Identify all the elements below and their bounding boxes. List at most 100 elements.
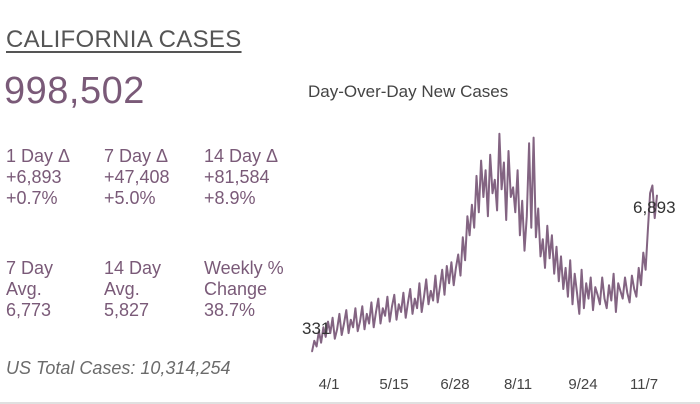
data-point [357, 330, 359, 332]
data-point [489, 154, 491, 156]
end-labels: 331 6,893 [302, 198, 676, 338]
data-point [425, 278, 427, 280]
data-point [311, 351, 313, 353]
data-point [485, 169, 487, 171]
data-point [361, 305, 363, 307]
data-point [535, 236, 537, 238]
data-point [398, 303, 400, 305]
data-point [363, 328, 366, 330]
data-point [528, 142, 530, 144]
stat-label-line2: Avg. [6, 279, 42, 299]
data-point [517, 169, 519, 171]
stat-label: 7 Day Δ [104, 146, 169, 166]
data-point [638, 267, 640, 269]
data-point [553, 273, 555, 275]
data-point [542, 238, 544, 240]
data-point [375, 311, 377, 313]
data-point [571, 303, 574, 305]
data-point [594, 286, 596, 288]
data-point [409, 288, 411, 290]
data-point [434, 275, 436, 277]
data-point [329, 332, 331, 334]
data-point [645, 269, 647, 271]
data-point [359, 321, 361, 323]
stat-seven-day-average: 7 Day Avg. 6,773 [6, 258, 53, 321]
data-point [352, 326, 354, 328]
data-point [466, 215, 468, 217]
x-tick-label: 4/1 [319, 376, 340, 393]
data-point [482, 196, 484, 198]
data-point [368, 322, 370, 325]
stat-label-line1: 7 Day [6, 258, 54, 278]
data-point [343, 322, 345, 325]
data-point [599, 303, 601, 305]
data-point [631, 275, 633, 277]
data-point [622, 298, 624, 300]
data-point [521, 200, 523, 202]
data-point [437, 301, 439, 303]
x-tick-label: 6/28 [440, 376, 469, 393]
stat-absolute-value: +6,893 [6, 167, 62, 187]
data-point [462, 236, 464, 238]
stat-percent-value: +5.0% [104, 188, 156, 208]
data-point [558, 280, 560, 282]
data-point [473, 227, 475, 229]
stat-percent-value: +8.9% [204, 188, 256, 208]
data-point [414, 298, 416, 300]
total-cases-value: 998,502 [4, 70, 145, 112]
data-point [393, 294, 395, 296]
data-point [350, 319, 352, 321]
data-point [354, 307, 356, 309]
stat-seven-day-change: 7 Day Δ +47,408 +5.0% [104, 146, 170, 209]
x-tick-label: 8/11 [504, 376, 532, 393]
data-point [405, 317, 407, 319]
data-point [338, 313, 340, 315]
data-point [567, 296, 569, 298]
data-point [448, 282, 450, 284]
data-point [348, 332, 350, 334]
chart-title: Day-Over-Day New Cases [308, 82, 509, 101]
data-point [494, 179, 496, 181]
data-point [610, 299, 612, 302]
data-point [581, 269, 583, 271]
data-point [606, 307, 608, 309]
data-point [519, 234, 521, 236]
data-point [455, 267, 457, 269]
data-point [647, 229, 649, 231]
series-group [311, 132, 658, 353]
data-point [530, 227, 532, 229]
stat-value: 38.7% [204, 300, 256, 320]
stat-value: 6,773 [6, 300, 52, 320]
data-point [512, 186, 514, 188]
data-point [386, 296, 388, 298]
data-point [629, 301, 631, 303]
data-point [432, 299, 434, 302]
data-point [332, 317, 334, 319]
x-axis-ticks: 4/1 5/15 6/28 8/11 9/24 11/7 [319, 376, 658, 393]
data-point [373, 326, 375, 328]
data-point [546, 225, 548, 227]
data-point [382, 307, 384, 309]
data-point [549, 257, 551, 259]
page-title: CALIFORNIA CASES [6, 26, 242, 53]
data-point [491, 192, 494, 194]
data-point [496, 209, 498, 211]
data-point [457, 253, 459, 256]
x-tick-label: 5/15 [379, 376, 408, 393]
bottom-divider [0, 402, 700, 404]
stat-label-line1: 14 Day [104, 258, 162, 278]
data-point [480, 160, 482, 162]
data-point [498, 133, 500, 135]
stat-label-line2: Change [204, 279, 268, 299]
data-point [592, 309, 594, 311]
data-point [366, 313, 368, 315]
data-point [539, 255, 542, 257]
data-point [587, 298, 590, 300]
data-point [533, 137, 535, 139]
data-point [407, 301, 409, 303]
data-point [565, 267, 567, 269]
data-point [624, 276, 626, 279]
us-total-cases: US Total Cases: 10,314,254 [6, 358, 231, 378]
stat-absolute-value: +47,408 [104, 167, 170, 187]
